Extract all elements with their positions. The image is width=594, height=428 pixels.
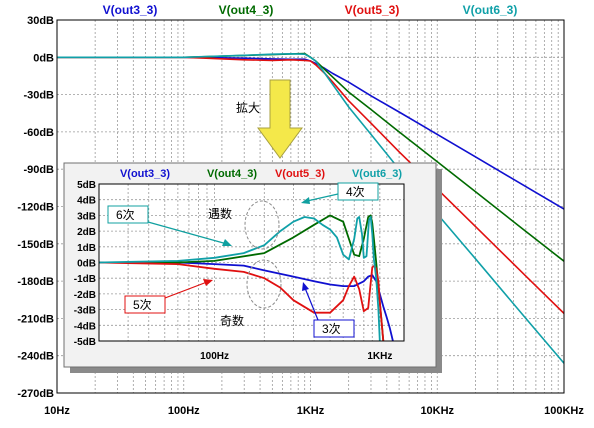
series-line-V(out4_3) — [99, 214, 385, 341]
callout-third-order-arrow — [304, 287, 319, 321]
even-number-label: 遇数 — [208, 206, 232, 221]
callout-sixth-order-arrow — [147, 221, 228, 245]
y-tick-label: 3dB — [77, 211, 96, 222]
callout-fifth-order-arrowhead — [203, 279, 213, 286]
y-tick-label: -180dB — [17, 276, 54, 288]
main-x-tick-labels: 10Hz 100Hz 1KHz 10KHz 100KHz — [44, 405, 584, 417]
y-tick-label: -4dB — [74, 321, 96, 332]
inset-plot-frame — [98, 183, 405, 342]
x-tick-label: 1KHz — [367, 351, 392, 362]
callout-fifth-order: 5次 — [124, 279, 213, 314]
main-plot-frame — [56, 19, 565, 394]
inset-x-tick-labels: 100Hz 1KHz — [200, 351, 392, 362]
callout-fourth-order-arrow — [306, 193, 339, 202]
x-tick-label: 10KHz — [420, 405, 454, 417]
y-tick-label: -5dB — [74, 337, 96, 348]
y-tick-label: 30dB — [27, 15, 54, 27]
series-line-V(out3_3) — [99, 261, 394, 341]
legend-entry-V(out4_3): V(out4_3) — [219, 3, 274, 17]
x-tick-label: 100Hz — [200, 351, 229, 362]
callout-sixth-order-box — [107, 205, 149, 224]
y-tick-label: -240dB — [17, 351, 54, 363]
y-tick-label: -120dB — [17, 202, 54, 214]
legend-entry-V(out5_3): V(out5_3) — [345, 3, 400, 17]
x-tick-label: 1KHz — [297, 405, 325, 417]
callout-fourth-order: 4次 — [301, 182, 379, 204]
callout-fourth-order-text: 4次 — [346, 185, 365, 199]
y-tick-label: 1dB — [77, 243, 96, 254]
inset-chart: 100Hz 1KHz 5dB 4dB 3dB 2dB 1dB 0dB -1dB -2dB -3dB… — [63, 162, 442, 373]
y-tick-label: 4dB — [77, 196, 96, 207]
zoom-label: 拡大 — [236, 101, 260, 115]
main-legend: V(out3_3) V(out4_3) V(out5_3) V(out6_3) — [103, 3, 518, 17]
callout-third-order: 3次 — [302, 282, 355, 338]
series-line-V(out6_3) — [99, 216, 381, 341]
zoom-arrow-shape — [257, 79, 303, 159]
callout-third-order-box — [313, 319, 355, 338]
y-tick-label: -210dB — [17, 313, 54, 325]
legend-entry-V(out3_3): V(out3_3) — [120, 168, 170, 180]
zoom-arrow: 拡大 — [236, 79, 303, 159]
even-harmonic-ellipse — [244, 200, 280, 250]
odd-harmonic-ellipse — [246, 259, 282, 309]
series-line-V(out3_3) — [57, 56, 564, 210]
callout-fifth-order-arrow — [164, 281, 208, 299]
main-y-tick-labels: 30dB 0dB -30dB -60dB -90dB -120dB -150dB -180dB… — [17, 15, 54, 400]
main-series — [57, 52, 564, 364]
x-tick-label: 100KHz — [544, 405, 584, 417]
y-tick-label: -270dB — [17, 388, 54, 400]
y-tick-label: 0dB — [77, 259, 96, 270]
callout-fifth-order-box — [124, 295, 166, 314]
legend-entry-V(out3_3): V(out3_3) — [103, 3, 158, 17]
legend-entry-V(out6_3): V(out6_3) — [352, 168, 402, 180]
y-tick-label: -150dB — [17, 239, 54, 251]
x-tick-label: 100Hz — [168, 405, 200, 417]
callout-third-order-text: 3次 — [322, 322, 341, 336]
callout-sixth-order-arrowhead — [222, 239, 232, 246]
series-line-V(out5_3) — [57, 56, 564, 314]
inset-legend: V(out3_3) V(out4_3) V(out5_3) V(out6_3) — [120, 168, 402, 180]
callout-sixth-order: 6次 — [107, 205, 232, 246]
callout-sixth-order-text: 6次 — [116, 208, 135, 222]
series-line-V(out6_3) — [57, 52, 564, 364]
y-tick-label: -60dB — [23, 127, 54, 139]
callout-fifth-order-text: 5次 — [133, 298, 152, 312]
y-tick-label: 5dB — [77, 180, 96, 191]
y-tick-label: -30dB — [23, 90, 54, 102]
callout-fourth-order-arrowhead — [301, 197, 310, 204]
callout-third-order-arrowhead — [302, 282, 309, 291]
legend-entry-V(out5_3): V(out5_3) — [275, 168, 325, 180]
y-tick-label: -90dB — [23, 164, 54, 176]
y-tick-label: -3dB — [74, 306, 96, 317]
y-tick-label: -1dB — [74, 274, 96, 285]
x-tick-label: 10Hz — [44, 405, 70, 417]
y-tick-label: 2dB — [77, 227, 96, 238]
y-tick-label: 0dB — [33, 52, 54, 64]
inset-y-tick-labels: 5dB 4dB 3dB 2dB 1dB 0dB -1dB -2dB -3dB -4dB -5dB — [74, 180, 96, 348]
odd-number-label: 奇数 — [220, 313, 244, 328]
legend-entry-V(out6_3): V(out6_3) — [463, 3, 518, 17]
callout-fourth-order-box — [337, 182, 379, 201]
inset-series — [99, 214, 394, 341]
y-tick-label: -2dB — [74, 290, 96, 301]
legend-entry-V(out4_3): V(out4_3) — [207, 168, 257, 180]
